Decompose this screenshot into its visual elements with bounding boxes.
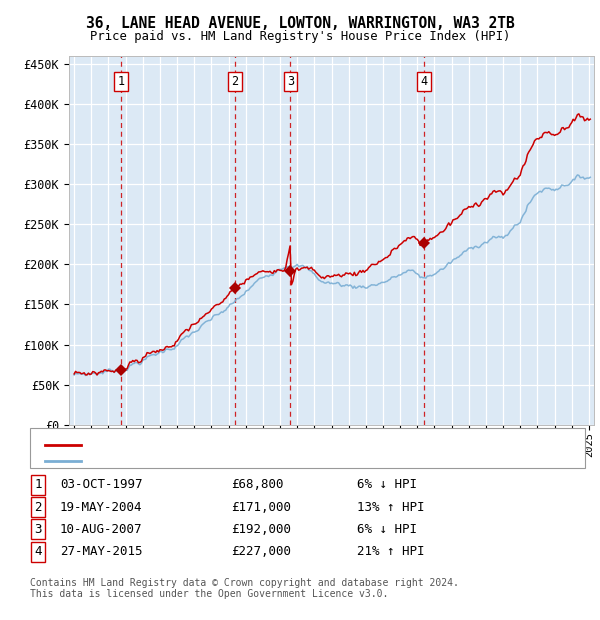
Text: 03-OCT-1997: 03-OCT-1997 <box>60 479 143 491</box>
Text: Contains HM Land Registry data © Crown copyright and database right 2024.
This d: Contains HM Land Registry data © Crown c… <box>30 578 459 600</box>
Text: 6% ↓ HPI: 6% ↓ HPI <box>357 523 417 536</box>
Text: 1: 1 <box>34 479 41 491</box>
Text: £68,800: £68,800 <box>231 479 284 491</box>
Text: 4: 4 <box>421 75 428 88</box>
Text: 10-AUG-2007: 10-AUG-2007 <box>60 523 143 536</box>
Text: £192,000: £192,000 <box>231 523 291 536</box>
Text: £227,000: £227,000 <box>231 546 291 558</box>
Text: Price paid vs. HM Land Registry's House Price Index (HPI): Price paid vs. HM Land Registry's House … <box>90 30 510 43</box>
Text: 4: 4 <box>34 546 41 558</box>
Text: 1: 1 <box>118 75 125 88</box>
Text: 21% ↑ HPI: 21% ↑ HPI <box>357 546 425 558</box>
Text: 36, LANE HEAD AVENUE, LOWTON, WARRINGTON, WA3 2TB: 36, LANE HEAD AVENUE, LOWTON, WARRINGTON… <box>86 16 514 30</box>
Text: 19-MAY-2004: 19-MAY-2004 <box>60 501 143 513</box>
Text: £171,000: £171,000 <box>231 501 291 513</box>
Text: 3: 3 <box>287 75 294 88</box>
Text: 27-MAY-2015: 27-MAY-2015 <box>60 546 143 558</box>
Text: 13% ↑ HPI: 13% ↑ HPI <box>357 501 425 513</box>
Text: 6% ↓ HPI: 6% ↓ HPI <box>357 479 417 491</box>
Text: 2: 2 <box>34 501 41 513</box>
Text: HPI: Average price, detached house, Wigan: HPI: Average price, detached house, Wiga… <box>87 456 353 466</box>
Text: 2: 2 <box>232 75 239 88</box>
Text: 3: 3 <box>34 523 41 536</box>
Text: 36, LANE HEAD AVENUE, LOWTON, WARRINGTON, WA3 2TB (detached house): 36, LANE HEAD AVENUE, LOWTON, WARRINGTON… <box>87 440 516 450</box>
